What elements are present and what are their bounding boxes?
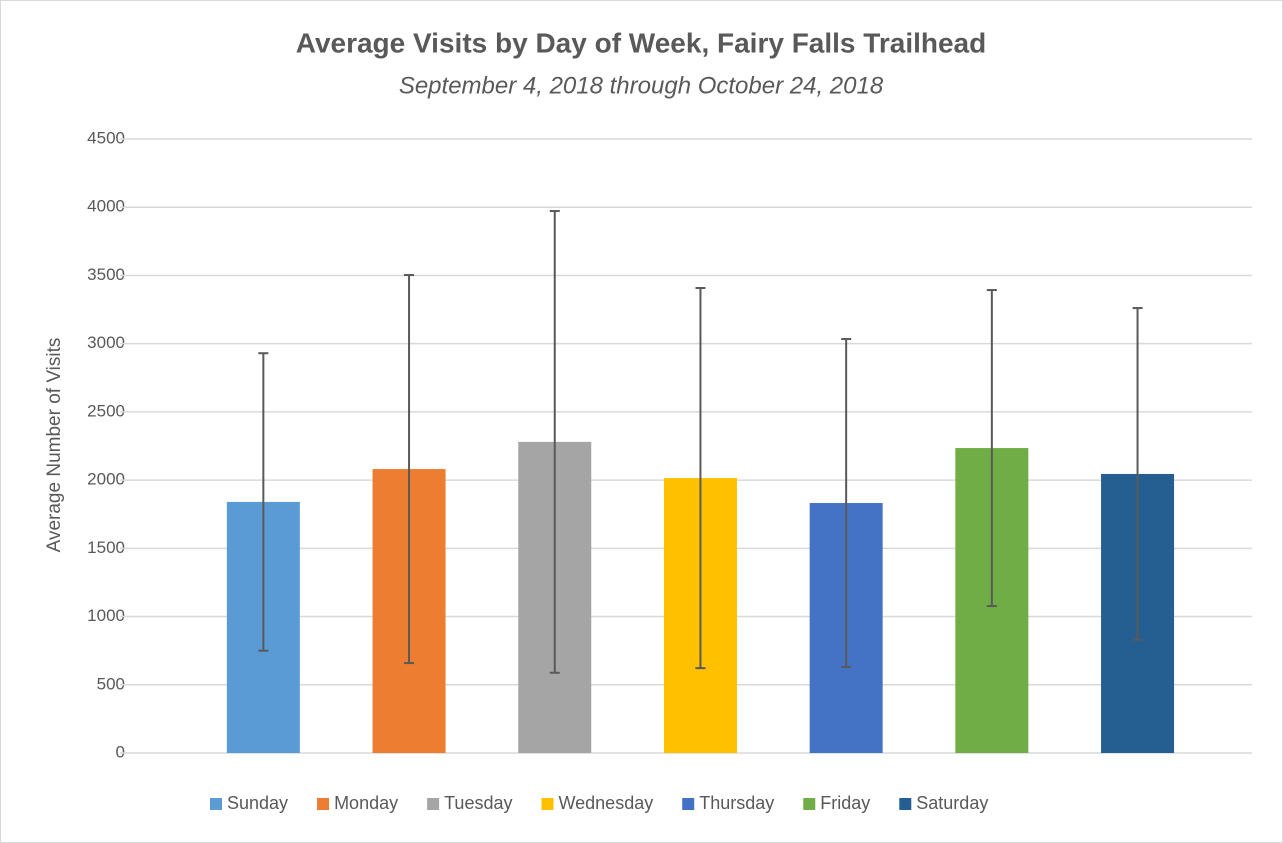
legend-swatch (541, 798, 554, 810)
legend-swatch (803, 798, 816, 810)
legend-swatch (899, 798, 912, 810)
y-tick-label: 1000 (87, 606, 125, 625)
y-tick-label: 2500 (87, 401, 125, 420)
legend-swatch (210, 798, 222, 810)
chart-subtitle: September 4, 2018 through October 24, 20… (399, 72, 884, 99)
y-tick-label: 4500 (87, 128, 125, 147)
y-tick-label: 3000 (87, 333, 125, 352)
y-tick-label: 1500 (87, 538, 125, 557)
legend-swatch (317, 798, 330, 810)
legend-label: Sunday (227, 793, 288, 813)
legend-label: Tuesday (444, 793, 512, 813)
chart-title: Average Visits by Day of Week, Fairy Fal… (296, 27, 986, 58)
legend-label: Friday (820, 793, 870, 813)
legend-label: Monday (334, 793, 398, 813)
legend-label: Saturday (916, 793, 988, 813)
legend-label: Thursday (699, 793, 774, 813)
y-tick-label: 4000 (87, 197, 125, 216)
legend-label: Wednesday (558, 793, 653, 813)
y-tick-label: 0 (116, 742, 125, 761)
y-tick-label: 3500 (87, 265, 125, 284)
legend-swatch (682, 798, 695, 810)
legend-swatch (427, 798, 440, 810)
y-tick-label: 2000 (87, 470, 125, 489)
y-axis-title: Average Number of Visits (44, 338, 65, 553)
y-tick-label: 500 (97, 674, 125, 693)
